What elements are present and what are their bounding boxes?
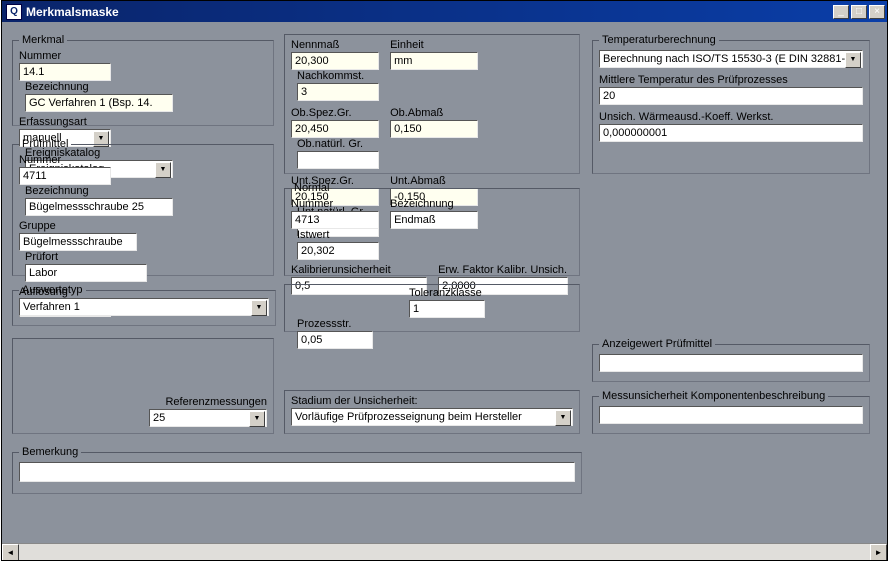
temp-mittlere-input[interactable] [599,87,863,105]
stadium-group: Stadium der Unsicherheit: [284,390,580,434]
erfassungsart-label: Erfassungsart [19,116,113,128]
obnatuerl-label: Ob.natürl. Gr. [297,138,381,150]
referenz-group: Referenzmessungen [12,338,274,434]
referenz-select[interactable] [149,409,267,427]
titlebar: Q Merkmalsmaske _ □ × [2,1,887,22]
horizontal-scrollbar[interactable]: ◄ ► [2,543,887,560]
normal-istwert-input[interactable] [297,242,379,260]
pruefmittel-group: Prüfmittel Nummer Bezeichnung Gruppe Prü… [12,138,274,276]
nachkommst-input[interactable] [297,83,379,101]
normal-istwert-label: Istwert [297,229,381,241]
scroll-track[interactable] [19,544,870,560]
pruefmittel-legend: Prüfmittel [19,138,71,150]
prozessstr-label: Prozessstr. [297,318,375,330]
normal-erw-label: Erw. Faktor Kalibr. Unsich. [438,264,570,276]
app-icon: Q [6,4,22,20]
pruefmittel-gruppe-input[interactable] [19,233,137,251]
pruefmittel-nummer-input[interactable] [19,167,111,185]
messunsich-legend: Messunsicherheit Komponentenbeschreibung [599,390,828,402]
pruefmittel-gruppe-label: Gruppe [19,220,139,232]
nachkommst-label: Nachkommst. [297,70,381,82]
mass-group: Nennmaß Einheit Nachkommst. Ob.Spez.Gr. … [284,34,580,174]
window-title: Merkmalsmaske [26,5,833,19]
messunsich-group: Messunsicherheit Komponentenbeschreibung [592,390,870,434]
normal-bezeichnung-input[interactable] [390,211,478,229]
obnatuerl-input[interactable] [297,151,379,169]
pruefmittel-bezeichnung-label: Bezeichnung [25,185,175,197]
messunsich-input[interactable] [599,406,863,424]
merkmal-group: Merkmal Nummer Bezeichnung Erfassungsart… [12,34,274,126]
pruefmittel-bezeichnung-input[interactable] [25,198,173,216]
bemerkung-legend: Bemerkung [19,446,81,458]
einheit-input[interactable] [390,52,478,70]
scroll-left-button[interactable]: ◄ [2,544,19,560]
normal-group: Normal Nummer Bezeichnung Istwert Kalibr… [284,182,580,276]
anzeige-legend: Anzeigewert Prüfmittel [599,338,715,350]
auswertetyp-legend: Auswertetyp [19,284,86,296]
bemerkung-input[interactable] [19,462,575,482]
merkmal-nummer-label: Nummer [19,50,113,62]
auswertetyp-group: Auswertetyp [12,284,276,326]
maximize-button[interactable]: □ [851,5,867,19]
scroll-right-button[interactable]: ► [870,544,887,560]
merkmal-bezeichnung-label: Bezeichnung [25,81,175,93]
bemerkung-group: Bemerkung [12,446,582,494]
normal-nummer-label: Nummer [291,198,381,210]
toleranzklasse-input[interactable] [409,300,485,318]
stadium-label: Stadium der Unsicherheit: [291,395,573,407]
referenz-label: Referenzmessungen [149,396,267,408]
obspez-input[interactable] [291,120,379,138]
window-frame: Q Merkmalsmaske _ □ × Merkmal Nummer Bez… [1,0,888,561]
anzeige-group: Anzeigewert Prüfmittel [592,338,870,382]
normal-nummer-input[interactable] [291,211,379,229]
temp-unsich-input[interactable] [599,124,863,142]
pruefmittel-pruefort-label: Prüfort [25,251,149,263]
auswertetyp-select[interactable] [19,298,269,316]
toleranzklasse-label: Toleranzklasse [409,287,487,299]
nennmass-label: Nennmaß [291,39,381,51]
normal-bezeichnung-label: Bezeichnung [390,198,480,210]
stadium-select[interactable] [291,408,573,426]
minimize-button[interactable]: _ [833,5,849,19]
temp-select[interactable] [599,50,863,68]
client-area: Merkmal Nummer Bezeichnung Erfassungsart… [2,22,887,560]
pruefmittel-pruefort-input[interactable] [25,264,147,282]
anzeige-input[interactable] [599,354,863,372]
close-button[interactable]: × [869,5,885,19]
prozessstr-input[interactable] [297,331,373,349]
temp-unsich-label: Unsich. Wärmeausd.-Koeff. Werkst. [599,111,863,123]
nennmass-input[interactable] [291,52,379,70]
temp-mittlere-label: Mittlere Temperatur des Prüfprozesses [599,74,863,86]
merkmal-nummer-input[interactable] [19,63,111,81]
tolproc-group: Toleranzklasse Prozessstr. [284,284,580,332]
einheit-label: Einheit [390,39,480,51]
obabmass-input[interactable] [390,120,478,138]
normal-legend: Normal [291,182,332,194]
merkmal-legend: Merkmal [19,34,67,46]
obabmass-label: Ob.Abmaß [390,107,480,119]
pruefmittel-nummer-label: Nummer [19,154,113,166]
temp-legend: Temperaturberechnung [599,34,719,46]
obspez-label: Ob.Spez.Gr. [291,107,381,119]
merkmal-bezeichnung-input[interactable] [25,94,173,112]
temp-group: Temperaturberechnung Mittlere Temperatur… [592,34,870,174]
normal-kalibr-label: Kalibrierunsicherheit [291,264,429,276]
